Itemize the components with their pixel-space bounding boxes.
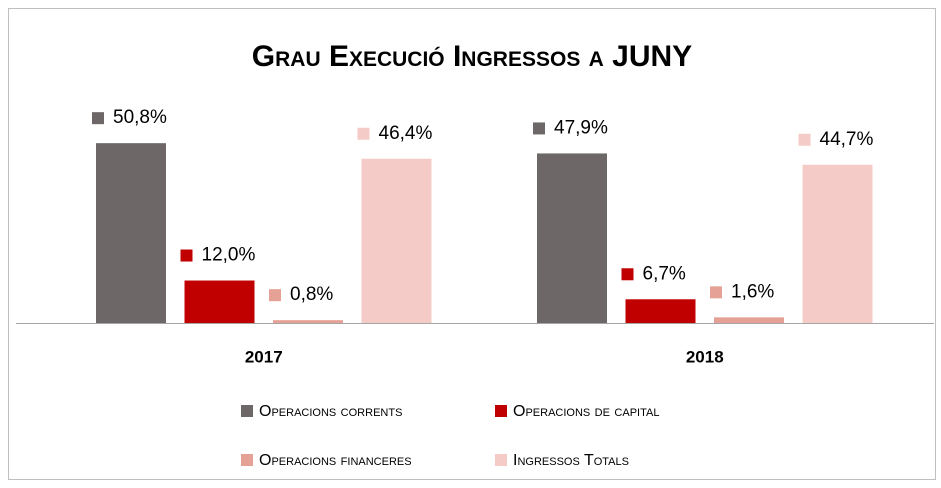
label-key <box>269 289 281 302</box>
bar <box>273 320 343 323</box>
value-label: 46,4% <box>379 123 433 144</box>
legend-swatch <box>241 405 253 417</box>
legend-label: Operacions corrents <box>259 403 402 420</box>
x-tick-label: 2018 <box>686 347 724 366</box>
legend-label: Ingressos Totals <box>513 452 629 469</box>
bar <box>714 317 784 323</box>
label-key <box>710 286 722 299</box>
label-key <box>533 122 545 135</box>
value-label: 0,8% <box>290 284 333 305</box>
x-tick-label: 2017 <box>245 347 283 366</box>
label-key <box>621 268 634 281</box>
bar <box>537 153 607 323</box>
bar <box>625 299 696 323</box>
label-key <box>798 133 811 146</box>
bar <box>802 164 873 323</box>
bar <box>361 158 432 323</box>
legend-swatch <box>495 454 507 466</box>
value-label: 50,8% <box>113 107 167 128</box>
chart-title: Grau Execució Ingressos a JUNY <box>252 40 692 73</box>
bar <box>96 143 166 323</box>
label-key <box>92 112 104 125</box>
value-label: 6,7% <box>643 263 686 284</box>
bar <box>184 280 255 323</box>
legend-swatch <box>241 454 253 466</box>
value-label: 12,0% <box>202 245 256 266</box>
legend-label: Operacions financeres <box>259 452 412 469</box>
legend-label: Operacions de capital <box>513 403 659 420</box>
label-key <box>180 249 193 262</box>
value-label: 44,7% <box>820 129 874 150</box>
value-label: 1,6% <box>731 281 774 302</box>
legend-swatch <box>495 405 507 417</box>
label-key <box>357 127 370 140</box>
value-label: 47,9% <box>554 117 608 138</box>
